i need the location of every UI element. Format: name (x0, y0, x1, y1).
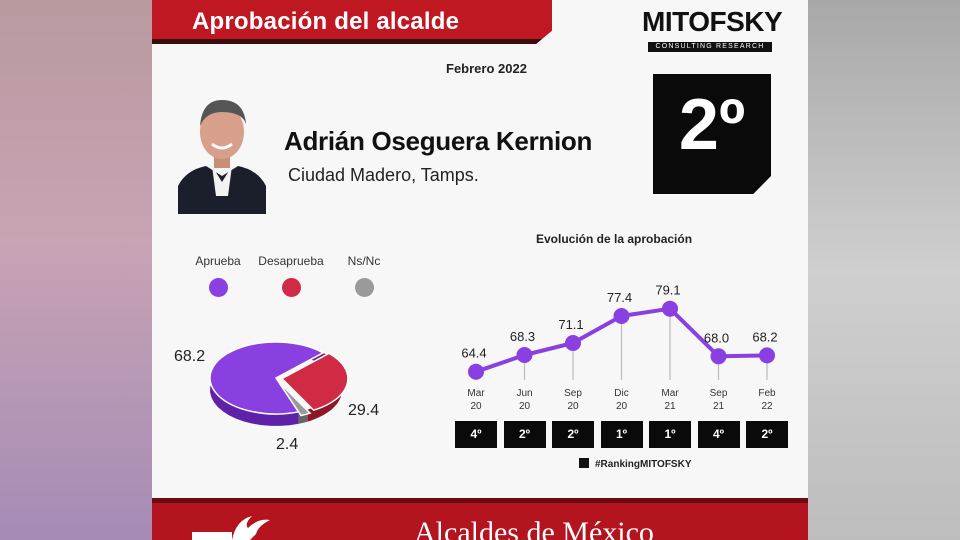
eagle-logo-icon (192, 516, 270, 540)
x-tick-label: Jun (516, 388, 532, 399)
x-tick-label: Sep (710, 388, 728, 399)
x-tick-label-year: 20 (567, 401, 579, 412)
data-point (468, 363, 484, 380)
hashtag-text: #RankingMITOFSKY (595, 459, 692, 470)
pie-label-aprueba: 68.2 (174, 348, 206, 365)
rank-cell: 2º (503, 421, 546, 448)
rank-cell: 1º (649, 421, 691, 448)
rank-cell: 2º (746, 421, 788, 448)
brand-logo: MITOFSKY (642, 6, 783, 37)
rank-value: 2º (678, 85, 746, 165)
title-banner: Aprobación del alcalde (152, 0, 552, 44)
legend-label: Aprueba (195, 254, 241, 268)
footer-text: Alcaldes de México (414, 516, 654, 540)
pie-label-nsnc: 2.4 (276, 436, 299, 453)
pie-label-desaprueba: 29.4 (348, 402, 380, 419)
x-tick-label: Mar (467, 388, 485, 399)
infographic-card: Aprobación del alcalde MITOFSKY CONSULTI… (152, 0, 808, 540)
official-city: Ciudad Madero, Tamps. (288, 165, 479, 185)
brand-subtitle: CONSULTING RESEARCH (648, 42, 772, 52)
rank-cell: 4º (455, 421, 497, 448)
background-right (808, 0, 960, 540)
data-label: 77.4 (607, 290, 632, 305)
x-tick-label-year: 20 (616, 401, 628, 412)
rank-cell: 4º (697, 421, 740, 448)
rank-cell: 2º (552, 421, 594, 448)
legend-swatch (208, 278, 228, 297)
pie-slice-nsnc (277, 381, 312, 417)
official-name: Adrián Oseguera Kernion (284, 126, 593, 156)
legend-item-nsnc: Ns/Nc (336, 254, 392, 297)
legend-item-desaprueba: Desaprueba (250, 254, 332, 297)
background-left (0, 0, 152, 540)
data-label: 64.4 (461, 346, 486, 361)
x-tick-label: Dic (614, 388, 628, 399)
x-tick-label-year: 20 (519, 401, 531, 412)
x-tick-label: Mar (661, 388, 679, 399)
pie-slice-desaprueba (280, 352, 349, 412)
data-label: 71.1 (558, 317, 583, 332)
line-chart-title: Evolución de la aprobación (536, 232, 693, 246)
x-tick-label-year: 21 (664, 401, 676, 412)
data-point (710, 348, 727, 365)
legend-swatch (281, 278, 301, 297)
x-tick-label-year: 22 (761, 401, 773, 412)
data-label: 68.3 (510, 329, 535, 344)
data-label: 68.0 (704, 330, 729, 345)
data-point (516, 347, 533, 363)
data-point (662, 300, 678, 317)
legend-swatch (354, 278, 374, 297)
data-point (613, 308, 630, 324)
pie-slice-aprueba (209, 341, 325, 415)
x-tick-label: Feb (758, 388, 776, 399)
data-label: 68.2 (752, 329, 777, 344)
legend-label: Ns/Nc (347, 254, 381, 268)
data-point (565, 335, 581, 351)
legend-label: Desaprueba (258, 254, 324, 268)
x-tick-label-year: 20 (470, 401, 482, 412)
hashtag-square-icon (579, 458, 589, 468)
data-point (759, 347, 775, 364)
x-tick-label-year: 21 (713, 401, 725, 412)
page-title: Aprobación del alcalde (192, 8, 460, 35)
footer-stripe (152, 498, 808, 503)
survey-date: Febrero 2022 (446, 61, 527, 76)
rank-badge: 2º (653, 74, 771, 194)
rank-cell: 1º (600, 421, 643, 448)
title-banner-shadow (152, 39, 552, 44)
official-photo (176, 86, 268, 214)
line-chart: 64.4 Mar 20 68.3 Jun 20 71.1 Sep 20 77.4 Dic 20 79.1… (461, 283, 777, 412)
x-tick-label: Sep (564, 388, 582, 399)
hashtag: #RankingMITOFSKY (579, 458, 692, 470)
pie-chart (209, 341, 349, 426)
data-label: 79.1 (655, 283, 680, 298)
footer-bar: Alcaldes de México (152, 498, 808, 540)
legend-item-aprueba: Aprueba (188, 254, 248, 297)
